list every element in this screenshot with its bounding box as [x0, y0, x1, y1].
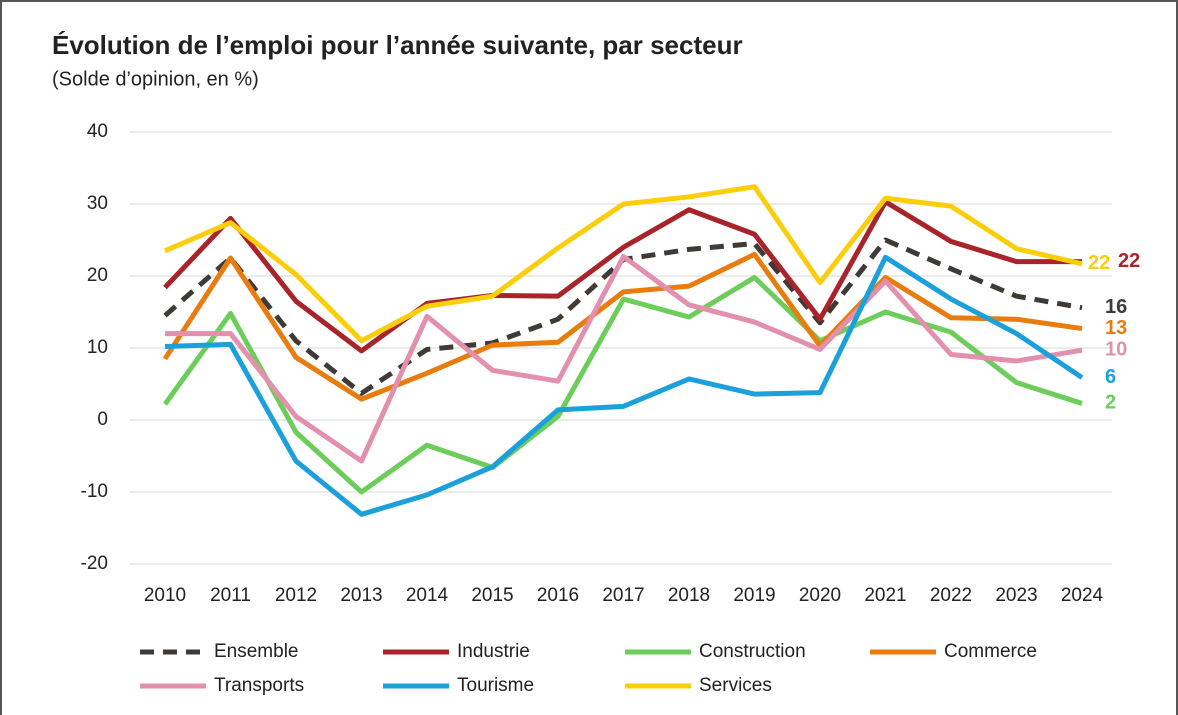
series-line [165, 254, 1083, 464]
chart-title: Évolution de l’emploi pour l’année suiva… [52, 30, 743, 60]
series-line [162, 274, 1083, 495]
x-tick-label: 2016 [537, 585, 579, 606]
y-tick-label: -20 [81, 553, 108, 574]
x-tick-label: 2023 [995, 585, 1037, 606]
legend-label: Transports [214, 675, 304, 696]
end-label: 16 [1105, 296, 1127, 318]
x-tick-label: 2017 [602, 585, 644, 606]
x-tick-label: 2022 [930, 585, 972, 606]
y-tick-label: 30 [87, 193, 108, 214]
end-label: 22 [1088, 252, 1110, 274]
series-line [164, 254, 1084, 517]
x-tick-label: 2014 [406, 585, 449, 606]
x-tick-label: 2012 [275, 585, 317, 606]
x-tick-label: 2024 [1061, 585, 1104, 606]
y-tick-label: 40 [87, 121, 108, 142]
y-tick-label: 0 [97, 409, 108, 430]
series-line [163, 237, 1083, 396]
legend-label: Services [699, 675, 772, 696]
end-label: 10 [1105, 338, 1127, 360]
series-line [164, 184, 1083, 344]
x-tick-label: 2013 [340, 585, 382, 606]
legend-label: Ensemble [214, 641, 299, 662]
x-tick-label: 2015 [471, 585, 513, 606]
end-label: 6 [1105, 366, 1116, 388]
legend-label: Commerce [944, 641, 1037, 662]
legend-label: Tourisme [457, 675, 534, 696]
x-tick-label: 2020 [799, 585, 841, 606]
end-label: 13 [1105, 317, 1127, 339]
x-tick-label: 2010 [144, 585, 186, 606]
end-label: 22 [1118, 250, 1140, 272]
series-line [162, 251, 1083, 402]
chart-subtitle: (Solde d’opinion, en %) [52, 68, 259, 90]
y-tick-label: 10 [87, 337, 108, 358]
x-tick-label: 2021 [864, 585, 906, 606]
legend-label: Construction [699, 641, 806, 662]
x-tick-label: 2018 [668, 585, 710, 606]
series-line [163, 199, 1082, 354]
y-tick-label: -10 [81, 481, 108, 502]
y-tick-label: 20 [87, 265, 108, 286]
x-tick-label: 2011 [210, 585, 251, 606]
end-label: 2 [1105, 392, 1116, 414]
x-tick-label: 2019 [733, 585, 775, 606]
legend-label: Industrie [457, 641, 530, 662]
